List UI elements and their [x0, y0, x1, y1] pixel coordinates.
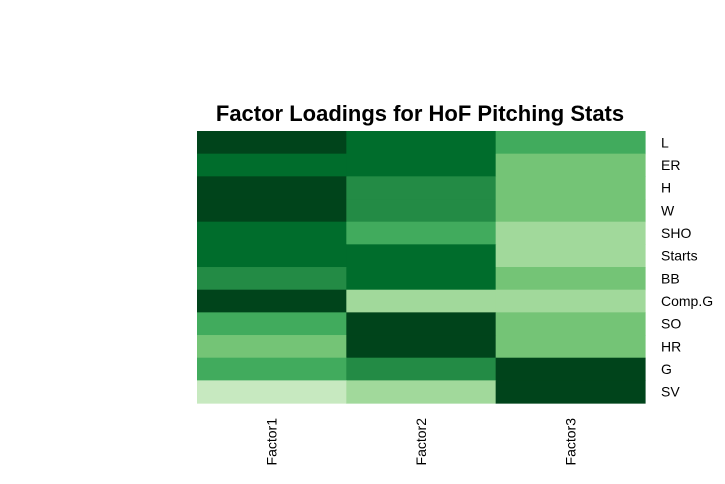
heatmap-cell-Starts-Factor1 [197, 244, 347, 268]
row-label: Starts [661, 248, 698, 264]
row-label: HR [661, 338, 681, 354]
heatmap-cell-BB-Factor3 [495, 267, 646, 291]
heatmap-cell-H-Factor3 [495, 176, 646, 200]
column-label: Factor3 [562, 418, 578, 466]
row-label: SV [661, 384, 680, 400]
heatmap-cell-SO-Factor2 [346, 312, 497, 336]
heatmap-cell-HR-Factor1 [197, 335, 347, 359]
heatmap-cell-G-Factor1 [197, 357, 347, 381]
row-labels: L ER HW SHO Starts BB Comp.G SO HR G SV [661, 134, 713, 399]
heatmap-cell-W-Factor2 [346, 199, 497, 223]
heatmap-cell-BB-Factor2 [346, 267, 497, 291]
row-label: ER [661, 157, 680, 173]
heatmap-cell-W-Factor3 [495, 199, 646, 223]
heatmap-cell-SHO-Factor3 [495, 221, 646, 245]
heatmap-cell-H-Factor2 [346, 176, 497, 200]
row-label: SHO [661, 225, 691, 241]
heatmap-cell-Starts-Factor2 [346, 244, 497, 268]
heatmap-cell-SV-Factor3 [495, 380, 646, 404]
row-label: SO [661, 316, 681, 332]
heatmap-cell-L-Factor3 [495, 131, 646, 155]
heatmap-cell-SV-Factor2 [346, 380, 497, 404]
row-label: Comp.G [661, 293, 713, 309]
heatmap-cell-BB-Factor1 [197, 267, 347, 291]
column-label: Factor1 [264, 418, 280, 466]
column-label: Factor2 [413, 418, 429, 466]
heatmap-cell-ER-Factor3 [495, 153, 646, 177]
row-label: G [661, 361, 672, 377]
heatmap-cells [197, 131, 646, 404]
heatmap-cell-SO-Factor1 [197, 312, 347, 336]
chart-title: Factor Loadings for HoF Pitching Stats [216, 101, 624, 126]
heatmap-cell-SHO-Factor2 [346, 221, 497, 245]
heatmap-cell-L-Factor2 [346, 131, 497, 155]
heatmap-cell-Starts-Factor3 [495, 244, 646, 268]
row-label: H [661, 180, 671, 196]
heatmap-cell-SV-Factor1 [197, 380, 347, 404]
heatmap-cell-ER-Factor2 [346, 153, 497, 177]
heatmap-cell-SO-Factor3 [495, 312, 646, 336]
heatmap-cell-Comp.G-Factor1 [197, 289, 347, 313]
heatmap-cell-SHO-Factor1 [197, 221, 347, 245]
heatmap-cell-ER-Factor1 [197, 153, 347, 177]
row-label: L [661, 134, 669, 150]
row-label: BB [661, 270, 680, 286]
heatmap-cell-HR-Factor3 [495, 335, 646, 359]
column-labels: Factor1 Factor2 Factor3 [264, 418, 579, 466]
heatmap-cell-Comp.G-Factor3 [495, 289, 646, 313]
heatmap-cell-HR-Factor2 [346, 335, 497, 359]
heatmap-cell-G-Factor3 [495, 357, 646, 381]
heatmap-cell-G-Factor2 [346, 357, 497, 381]
heatmap-cell-L-Factor1 [197, 131, 347, 155]
heatmap-cell-Comp.G-Factor2 [346, 289, 497, 313]
heatmap-cell-W-Factor1 [197, 199, 347, 223]
row-label: W [661, 202, 675, 218]
heatmap-cell-H-Factor1 [197, 176, 347, 200]
